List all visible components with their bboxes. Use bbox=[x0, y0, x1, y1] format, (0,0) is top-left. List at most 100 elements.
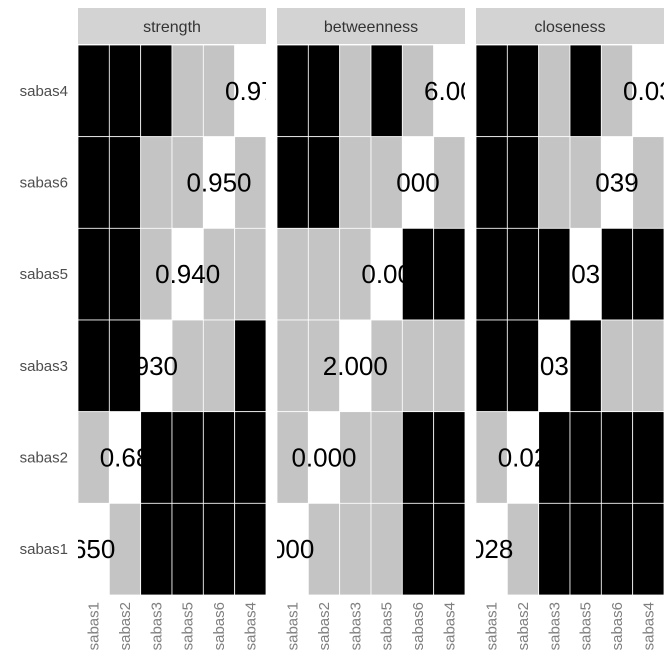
y-tick-label: sabas3 bbox=[20, 358, 68, 375]
heatmap-cell bbox=[140, 44, 173, 138]
heatmap-cell bbox=[506, 227, 540, 321]
heatmap-cell bbox=[140, 411, 173, 504]
strip-background bbox=[78, 8, 266, 44]
heatmap-cell bbox=[370, 44, 403, 138]
cell-value-label: 0.02 bbox=[498, 443, 549, 473]
y-tick-label: sabas5 bbox=[20, 266, 68, 283]
y-tick-label: sabas1 bbox=[20, 541, 68, 558]
heatmap-cell bbox=[632, 44, 665, 138]
x-tick-label: sabas2 bbox=[515, 602, 532, 650]
heatmap-cell bbox=[475, 502, 508, 596]
heatmap-cell bbox=[401, 411, 435, 504]
cell-value-label: 930 bbox=[135, 351, 178, 381]
heatmap-cell bbox=[339, 319, 372, 413]
heatmap-cell bbox=[600, 227, 634, 321]
heatmap-cell bbox=[339, 44, 372, 138]
value-labels: 0.03 039 03 03 0.02 028 bbox=[470, 76, 667, 564]
heatmap-cell bbox=[171, 136, 204, 229]
panels: strength 0.97 0.950 0.940 930 0.68 650 betweenn… bbox=[72, 8, 667, 596]
x-tick-label: sabas1 bbox=[484, 602, 501, 650]
heatmap-cell bbox=[307, 136, 341, 229]
heatmap-cell bbox=[401, 319, 435, 413]
row-labels: sabas4 sabas6 sabas5 sabas3 sabas2 sabas1 bbox=[20, 83, 68, 558]
heatmap-cell bbox=[475, 44, 508, 138]
heatmap-cell bbox=[77, 502, 110, 596]
panel-strength: strength 0.97 0.950 0.940 930 0.68 650 bbox=[72, 8, 276, 596]
heatmap-cell bbox=[370, 136, 403, 229]
heatmap-cell bbox=[600, 136, 634, 229]
heatmap-cell bbox=[108, 411, 142, 504]
heatmap-cell bbox=[234, 227, 267, 321]
heatmap-cell bbox=[77, 319, 110, 413]
heatmap-cell bbox=[433, 319, 466, 413]
x-tick-label: sabas2 bbox=[316, 602, 333, 650]
strip-title: betweenness bbox=[324, 19, 418, 36]
heatmap-cell bbox=[108, 319, 142, 413]
heatmap-cell bbox=[276, 502, 309, 596]
heatmap-cell bbox=[276, 44, 309, 138]
heatmap-cell bbox=[202, 502, 236, 596]
heatmap-cell bbox=[276, 136, 309, 229]
x-tick-label: sabas3 bbox=[148, 602, 165, 650]
x-tick-label: sabas5 bbox=[578, 602, 595, 650]
x-tick-label: sabas1 bbox=[285, 602, 302, 650]
heatmap-cell bbox=[140, 502, 173, 596]
x-tick-label: sabas2 bbox=[117, 602, 134, 650]
panel-betweenness: betweenness 6.00 000 0.00 2.000 0.000 000 bbox=[276, 8, 466, 596]
cell-value-label: 0.68 bbox=[100, 443, 151, 473]
x-tick-label: sabas6 bbox=[609, 602, 626, 650]
value-labels: 0.97 0.950 0.940 930 0.68 650 bbox=[72, 76, 276, 564]
cell-value-label: 0.97 bbox=[225, 76, 276, 106]
heatmap-cell bbox=[600, 411, 634, 504]
heatmap-cell bbox=[401, 502, 435, 596]
heatmap-cell bbox=[108, 502, 142, 596]
heatmap-cell bbox=[202, 227, 236, 321]
heatmap-cell bbox=[506, 502, 540, 596]
cell-value-label: 03 bbox=[540, 351, 569, 381]
heatmap-cell bbox=[77, 44, 110, 138]
heatmap-cell bbox=[140, 319, 173, 413]
heatmap-cell bbox=[401, 44, 435, 138]
heatmap-cell bbox=[433, 502, 466, 596]
heatmap-cell bbox=[433, 227, 466, 321]
heatmap-cell bbox=[339, 411, 372, 504]
x-tick-label: sabas6 bbox=[410, 602, 427, 650]
heatmap-cell bbox=[475, 319, 508, 413]
heatmap-cell bbox=[108, 44, 142, 138]
heatmap-cell bbox=[171, 44, 204, 138]
heatmap-cell bbox=[600, 44, 634, 138]
x-tick-label: sabas1 bbox=[86, 602, 103, 650]
heatmap-cell bbox=[632, 502, 665, 596]
cell-value-label: 0.00 bbox=[361, 259, 412, 289]
cell-value-label: 650 bbox=[72, 534, 115, 564]
strip-title: closeness bbox=[534, 19, 605, 36]
column-labels: sabas1 sabas2 sabas3 sabas5 sabas6 sabas4 saba… bbox=[86, 602, 658, 650]
heatmap-cell bbox=[202, 44, 236, 138]
heatmap-cell bbox=[569, 411, 602, 504]
heatmap-cell bbox=[77, 411, 110, 504]
heatmap-cell bbox=[475, 411, 508, 504]
cell-value-label: 0.03 bbox=[623, 76, 667, 106]
x-tick-label: sabas6 bbox=[211, 602, 228, 650]
y-tick-label: sabas4 bbox=[20, 83, 68, 100]
heatmap-cell bbox=[538, 227, 571, 321]
heatmap-cell bbox=[108, 136, 142, 229]
cell-value-label: 028 bbox=[470, 534, 513, 564]
cell-value-label: 000 bbox=[396, 168, 439, 198]
heatmap-cell bbox=[108, 227, 142, 321]
heatmap-cell bbox=[370, 411, 403, 504]
heatmap-cell bbox=[506, 44, 540, 138]
cell-value-label: 03 bbox=[571, 259, 600, 289]
heatmap-cell bbox=[506, 411, 540, 504]
strip-title: strength bbox=[143, 19, 201, 36]
heatmap-cell bbox=[401, 136, 435, 229]
heatmap-cell bbox=[569, 227, 602, 321]
heatmap-cell bbox=[339, 136, 372, 229]
heatmap-cell bbox=[538, 136, 571, 229]
heatmap-cell bbox=[339, 502, 372, 596]
heatmap-cell bbox=[433, 136, 466, 229]
x-tick-label: sabas3 bbox=[347, 602, 364, 650]
strip-background bbox=[277, 8, 465, 44]
y-tick-label: sabas2 bbox=[20, 450, 68, 467]
heatmap-cell bbox=[569, 44, 602, 138]
